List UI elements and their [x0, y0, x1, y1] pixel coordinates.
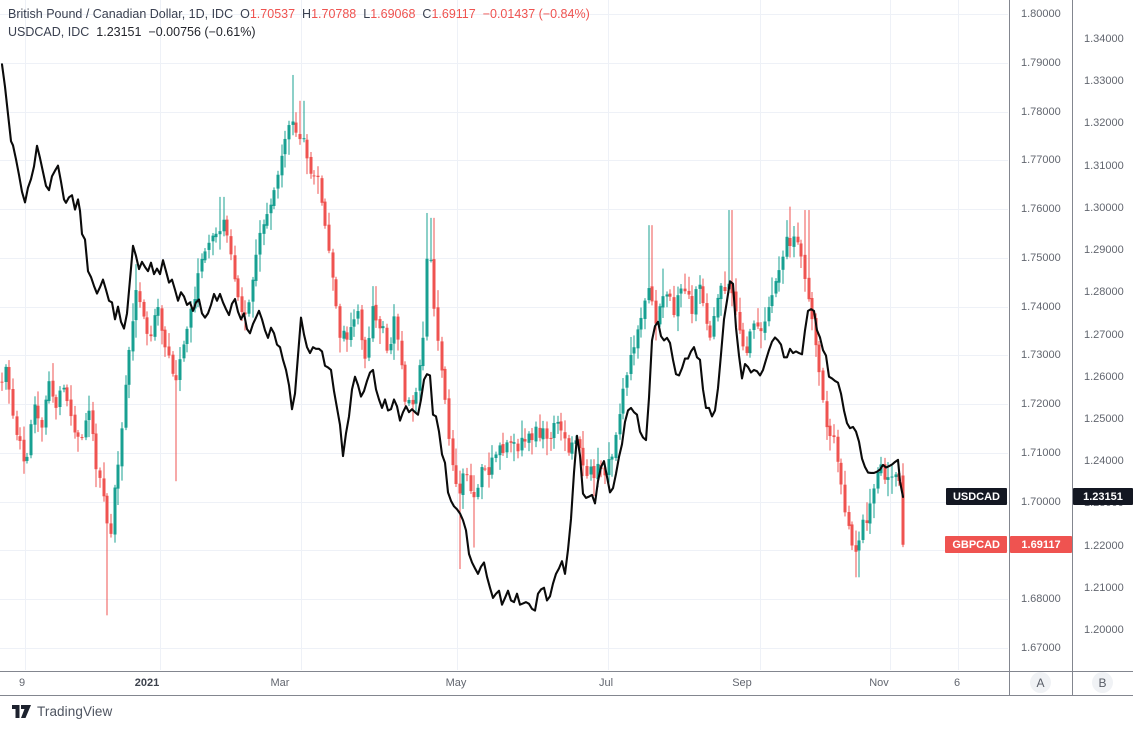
price-tick: 1.67000: [1021, 642, 1061, 654]
legend-row-gbpcad[interactable]: British Pound / Canadian Dollar, 1D, IDC…: [8, 7, 590, 25]
ohlc-high: H1.70788: [302, 7, 357, 21]
scale-a-border[interactable]: [1009, 0, 1010, 695]
legend: British Pound / Canadian Dollar, 1D, IDC…: [8, 7, 590, 43]
chart-canvas[interactable]: [0, 0, 1008, 670]
overlay-title: USDCAD, IDC: [8, 25, 90, 39]
scale-a-button[interactable]: A: [1030, 672, 1051, 693]
price-tick: 1.68000: [1021, 593, 1061, 606]
tradingview-logo[interactable]: TradingView: [12, 703, 112, 719]
gbpcad-price-pill: 1.69117: [1010, 536, 1072, 554]
time-tick: Jul: [598, 677, 614, 689]
price-tick: 1.79000: [1021, 56, 1061, 69]
scale-b-border[interactable]: [1072, 0, 1073, 695]
time-tick: Mar: [270, 677, 290, 689]
price-tick: 1.70000: [1021, 495, 1061, 508]
price-tick: 1.32000: [1084, 117, 1124, 130]
price-tick: 1.20000: [1084, 624, 1124, 636]
time-tick: 6: [953, 677, 961, 689]
usdcad-series-label: USDCAD: [945, 488, 1007, 506]
price-tick: 1.26000: [1084, 370, 1124, 383]
price-tick: 1.71000: [1021, 446, 1061, 459]
price-scale-usdcad[interactable]: 1.34000 1.33000 1.32000 1.31000 1.30000 1.290…: [1073, 0, 1133, 670]
price-tick: 1.72000: [1021, 398, 1061, 411]
ohlc-low: L1.69068: [363, 7, 416, 21]
time-axis[interactable]: 9 2021 Mar May Jul Sep Nov 6: [0, 671, 1008, 695]
price-tick: 1.33000: [1084, 75, 1124, 88]
price-tick: 1.21000: [1084, 581, 1124, 594]
price-tick: 1.73000: [1021, 349, 1061, 362]
time-tick: May: [445, 677, 467, 689]
price-tick: 1.31000: [1084, 159, 1124, 172]
time-tick: Nov: [869, 677, 889, 689]
time-axis-bottom-border: [0, 695, 1133, 696]
gbpcad-series-label: GBPCAD: [945, 536, 1007, 554]
price-tick: 1.76000: [1021, 203, 1061, 216]
scale-b-button[interactable]: B: [1092, 672, 1113, 693]
price-tick: 1.25000: [1084, 412, 1124, 425]
price-tick: 1.22000: [1084, 539, 1124, 552]
time-axis-top-border: [0, 671, 1133, 672]
price-tick: 1.24000: [1084, 455, 1124, 468]
price-tick: 1.28000: [1084, 286, 1124, 299]
price-tick: 1.80000: [1021, 8, 1061, 20]
time-tick: 2021: [134, 677, 160, 689]
price-tick: 1.34000: [1084, 33, 1124, 45]
gbpcad-change: −0.01437 (−0.84%): [482, 7, 590, 21]
price-tick: 1.29000: [1084, 244, 1124, 257]
ohlc-open: O1.70537: [240, 7, 296, 21]
tradingview-logo-text: TradingView: [37, 703, 113, 719]
symbol-title: British Pound / Canadian Dollar, 1D, IDC: [8, 7, 234, 21]
price-scale-gbpcad[interactable]: 1.80000 1.79000 1.78000 1.77000 1.76000 1.750…: [1010, 0, 1072, 670]
usdcad-price-pill: 1.23151: [1073, 488, 1133, 506]
price-tick: 1.75000: [1021, 251, 1061, 264]
price-tick: 1.27000: [1084, 328, 1124, 341]
usdcad-last-value: 1.23151: [96, 25, 142, 39]
tradingview-logo-icon: [12, 705, 31, 718]
legend-row-usdcad[interactable]: USDCAD, IDC 1.23151 −0.00756 (−0.61%): [8, 25, 590, 43]
price-tick: 1.77000: [1021, 154, 1061, 167]
price-tick: 1.74000: [1021, 300, 1061, 313]
time-tick: Sep: [732, 677, 752, 689]
price-tick: 1.78000: [1021, 105, 1061, 118]
price-tick: 1.30000: [1084, 201, 1124, 214]
ohlc-close: C1.69117: [422, 7, 476, 21]
usdcad-change: −0.00756 (−0.61%): [148, 25, 256, 39]
time-tick: 9: [18, 677, 26, 689]
